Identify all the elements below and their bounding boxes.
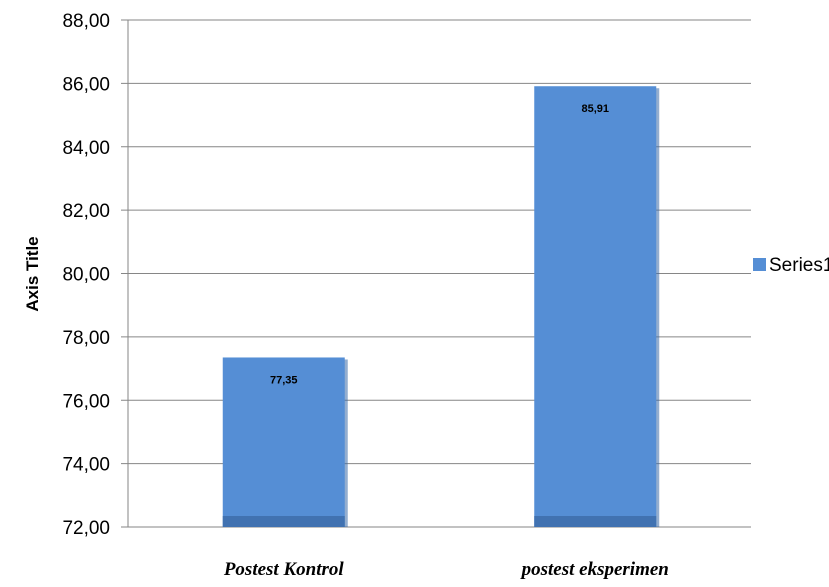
y-tick-label: 74,00: [62, 455, 110, 476]
y-axis-ticks: 72,00 74,00 76,00 78,00 80,00 82,00 84,00 86,00…: [62, 11, 110, 539]
y-tick-label: 72,00: [62, 518, 110, 539]
bar-postest-eksperimen: [534, 86, 657, 528]
bar-base-shade: [534, 516, 657, 527]
bar-base-shade: [222, 516, 345, 527]
y-tick-label: 88,00: [62, 11, 110, 32]
legend: Series1: [753, 255, 829, 276]
y-tick-label: 86,00: [62, 74, 110, 95]
y-tick-label: 80,00: [62, 265, 110, 286]
data-label: 85,91: [581, 103, 609, 115]
x-category-label: Postest Kontrol: [223, 559, 345, 580]
y-tick-label: 76,00: [62, 391, 110, 412]
x-category-label: postest eksperimen: [520, 559, 669, 580]
data-label: 77,35: [270, 374, 298, 386]
legend-swatch-series1: [753, 258, 766, 271]
bar-postest-kontrol: [222, 357, 345, 527]
y-tick-label: 82,00: [62, 201, 110, 222]
legend-label-series1: Series1: [769, 255, 829, 276]
bars: [222, 86, 660, 528]
x-axis-categories: Postest Kontrol postest eksperimen: [223, 559, 669, 580]
y-axis-title: Axis Title: [23, 236, 42, 311]
data-labels: 77,35 85,91: [270, 103, 609, 386]
y-tick-label: 84,00: [62, 138, 110, 159]
y-tick-label: 78,00: [62, 328, 110, 349]
